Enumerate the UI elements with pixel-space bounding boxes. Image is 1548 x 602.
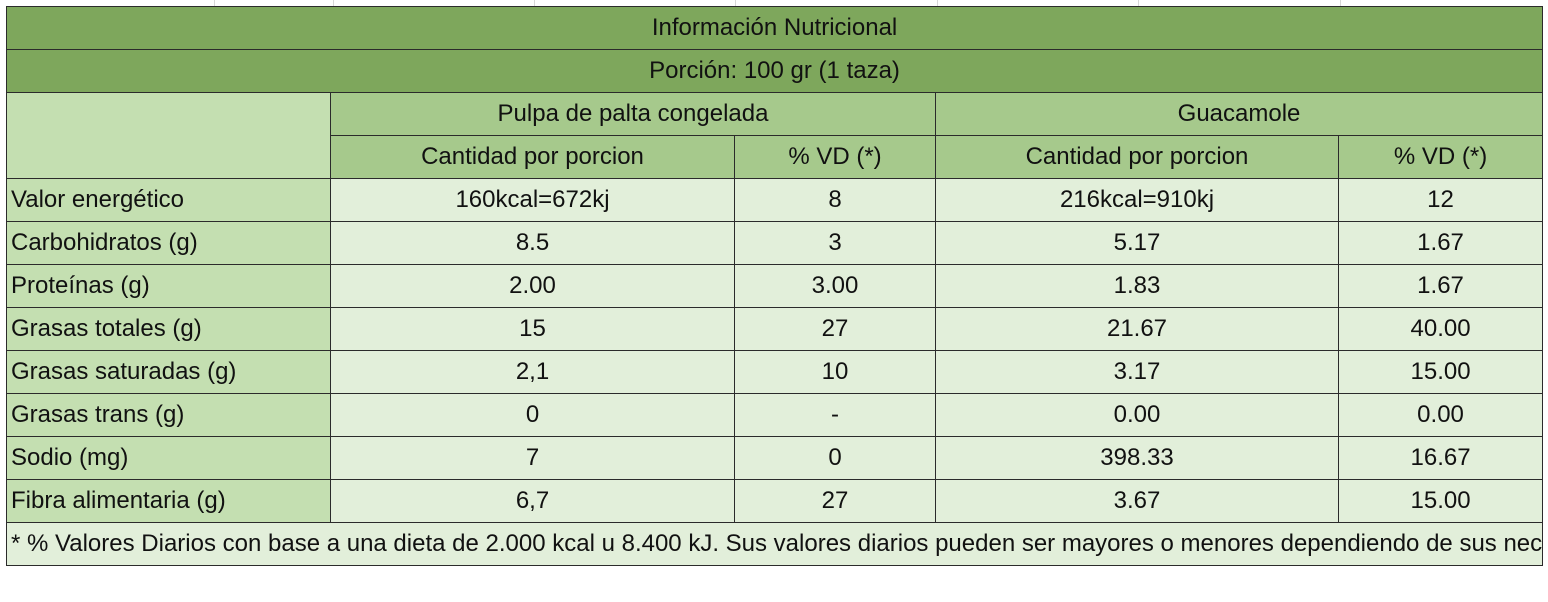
table-row: Grasas saturadas (g) 2,1 10 3.17 15.00 (6, 350, 1544, 394)
value-cell[interactable]: 2,1 (330, 350, 735, 394)
value-cell[interactable]: 15 (330, 307, 735, 351)
row-label[interactable]: Sodio (mg) (6, 436, 331, 480)
value-cell[interactable]: 12 (1337, 178, 1544, 222)
value-cell[interactable]: 3 (734, 221, 936, 265)
value-cell[interactable]: 1.67 (1337, 264, 1544, 308)
value-cell[interactable]: 5.17 (935, 221, 1339, 265)
row-label[interactable]: Proteínas (g) (6, 264, 331, 308)
value-cell[interactable]: 1.83 (935, 264, 1339, 308)
subheader-cantidad[interactable]: Cantidad por porcion (330, 135, 735, 179)
subheader-cantidad[interactable]: Cantidad por porcion (935, 135, 1339, 179)
value-cell[interactable]: 10 (734, 350, 936, 394)
value-cell[interactable]: 216kcal=910kj (935, 178, 1339, 222)
table-row: Grasas totales (g) 15 27 21.67 40.00 (6, 307, 1544, 351)
value-cell[interactable]: 3.00 (734, 264, 936, 308)
value-cell[interactable]: 16.67 (1337, 436, 1544, 480)
value-cell[interactable]: 3.17 (935, 350, 1339, 394)
row-label[interactable]: Fibra alimentaria (g) (6, 479, 331, 523)
value-cell[interactable]: 0 (330, 393, 735, 437)
row-label[interactable]: Grasas trans (g) (6, 393, 331, 437)
sheet-gridlines (0, 0, 1548, 6)
subheader-vd[interactable]: % VD (*) (734, 135, 936, 179)
value-cell[interactable]: 7 (330, 436, 735, 480)
value-cell[interactable]: 8 (734, 178, 936, 222)
table-title[interactable]: Información Nutricional (5, 6, 1544, 50)
table-row: Fibra alimentaria (g) 6,7 27 3.67 15.00 (6, 479, 1544, 523)
value-cell[interactable]: 1.67 (1337, 221, 1544, 265)
value-cell[interactable]: 3.67 (935, 479, 1339, 523)
table-row: Valor energético 160kcal=672kj 8 216kcal… (6, 178, 1544, 222)
value-cell[interactable]: 21.67 (935, 307, 1339, 351)
value-cell[interactable]: 160kcal=672kj (330, 178, 735, 222)
row-label[interactable]: Grasas totales (g) (6, 307, 331, 351)
row-label[interactable]: Valor energético (6, 178, 331, 222)
table-row: Grasas trans (g) 0 - 0.00 0.00 (6, 393, 1544, 437)
value-cell[interactable]: 40.00 (1337, 307, 1544, 351)
value-cell[interactable]: 0 (734, 436, 936, 480)
value-cell[interactable]: 398.33 (935, 436, 1339, 480)
value-cell[interactable]: 27 (734, 307, 936, 351)
row-label[interactable]: Grasas saturadas (g) (6, 350, 331, 394)
value-cell[interactable]: 6,7 (330, 479, 735, 523)
table-row: Carbohidratos (g) 8.5 3 5.17 1.67 (6, 221, 1544, 265)
product-header-guacamole[interactable]: Guacamole (934, 92, 1544, 136)
value-cell[interactable]: 15.00 (1337, 479, 1544, 523)
value-cell[interactable]: 8.5 (330, 221, 735, 265)
value-cell[interactable]: 0.00 (935, 393, 1339, 437)
product-header-pulpa[interactable]: Pulpa de palta congelada (330, 92, 936, 136)
footnote[interactable]: * % Valores Diarios con base a una dieta… (5, 522, 1544, 566)
value-cell[interactable]: - (734, 393, 936, 437)
table-row: Proteínas (g) 2.00 3.00 1.83 1.67 (6, 264, 1544, 308)
table-row: Sodio (mg) 7 0 398.33 16.67 (6, 436, 1544, 480)
value-cell[interactable]: 15.00 (1337, 350, 1544, 394)
value-cell[interactable]: 2.00 (330, 264, 735, 308)
corner-cell[interactable] (6, 92, 331, 179)
nutrition-table: Información Nutricional Porción: 100 gr … (5, 6, 1544, 566)
value-cell[interactable]: 0.00 (1337, 393, 1544, 437)
row-label[interactable]: Carbohidratos (g) (6, 221, 331, 265)
value-cell[interactable]: 27 (734, 479, 936, 523)
portion-size[interactable]: Porción: 100 gr (1 taza) (5, 49, 1544, 93)
subheader-vd[interactable]: % VD (*) (1337, 135, 1544, 179)
